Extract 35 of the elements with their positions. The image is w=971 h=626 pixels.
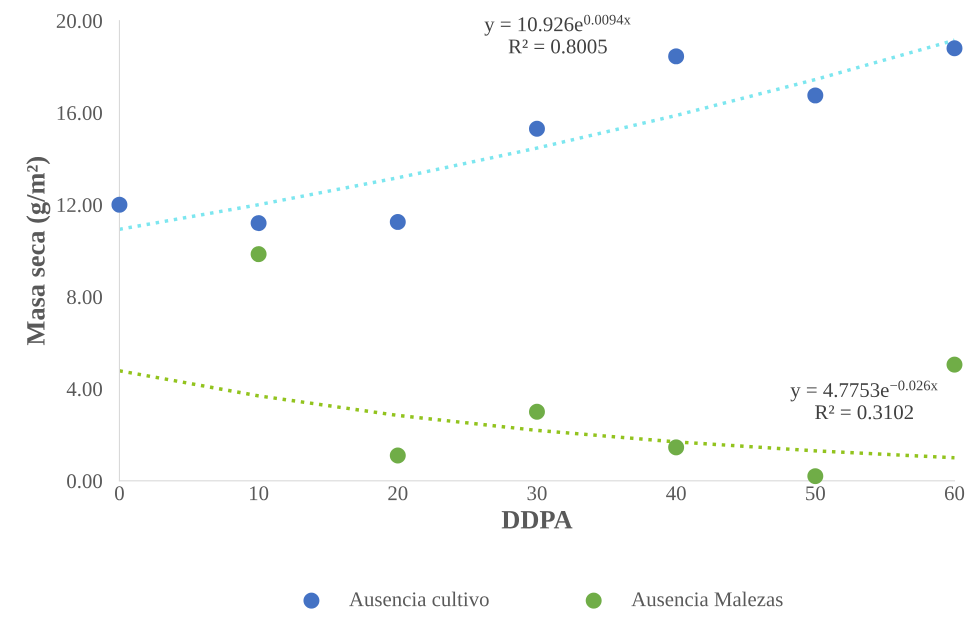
point <box>250 215 267 232</box>
legend-label: Ausencia Malezas <box>631 592 783 606</box>
x-tick-label: 0 <box>115 486 124 500</box>
x-tick-label: 20 <box>388 486 408 500</box>
x-tick-label: 60 <box>944 486 964 500</box>
annotation: R² = 0.3102 <box>815 405 913 420</box>
point <box>668 48 684 64</box>
annotation: R² = 0.8005 <box>508 39 607 54</box>
y-tick-label: 8.00 <box>67 290 102 304</box>
legend-label: Ausencia cultivo <box>349 592 489 606</box>
annotation: y = 4.7753e$^{−0.026x}$ <box>790 380 938 402</box>
x-tick-label: 40 <box>666 486 686 500</box>
x-axis-title: DDPA <box>502 510 572 528</box>
y-tick-label: 16.00 <box>58 106 102 120</box>
y-tick-label: 0.00 <box>67 474 102 488</box>
point <box>946 40 962 56</box>
point <box>250 246 267 262</box>
annotation: y = 10.926e$^{0.0094x}$ <box>484 14 631 36</box>
y-tick-label: 4.00 <box>66 382 102 396</box>
point <box>528 120 545 137</box>
point <box>390 214 406 230</box>
y-tick-label: 20.00 <box>56 14 102 28</box>
x-tick-label: 50 <box>806 486 825 500</box>
point <box>111 196 128 213</box>
point <box>528 404 545 420</box>
x-tick-label: 30 <box>528 486 547 500</box>
line-series <box>119 369 954 460</box>
y-tick-label: 12.00 <box>58 198 102 212</box>
point <box>390 447 406 464</box>
point <box>946 356 962 373</box>
point <box>668 439 684 456</box>
x-tick-label: 10 <box>250 486 268 500</box>
point <box>807 468 824 484</box>
point <box>807 87 824 104</box>
y-axis-title: Masa seca (g/m²) <box>26 157 50 346</box>
